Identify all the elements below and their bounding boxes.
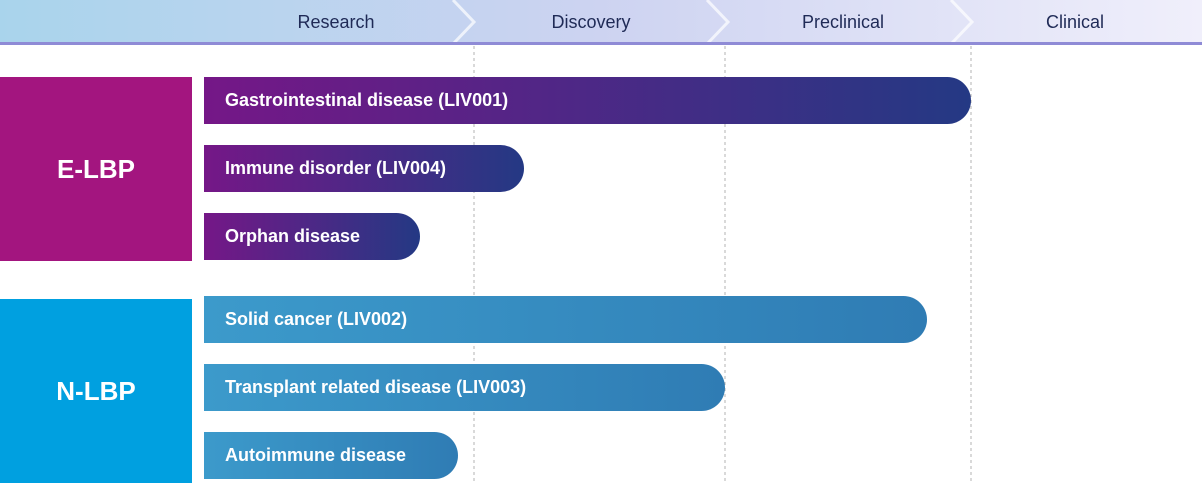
program-bar-liv001: Gastrointestinal disease (LIV001) (204, 77, 971, 124)
stage-header-arrows (0, 0, 1202, 46)
program-bar-autoimmune-disease: Autoimmune disease (204, 432, 458, 479)
program-label: Orphan disease (225, 226, 361, 246)
program-label: Transplant related disease (LIV003) (225, 377, 527, 397)
program-label: Solid cancer (LIV002) (225, 309, 408, 329)
stage-header: Research Discovery Preclinical Clinical (0, 0, 1202, 46)
stage-label-research: Research (297, 12, 375, 32)
program-label: Immune disorder (LIV004) (225, 158, 447, 178)
category-n-lbp: N-LBP (0, 299, 192, 483)
program-bar-liv002: Solid cancer (LIV002) (204, 296, 927, 343)
program-bar-orphan-disease: Orphan disease (204, 213, 420, 260)
program-label: Autoimmune disease (225, 445, 407, 465)
stage-label-preclinical: Preclinical (801, 12, 885, 32)
program-bar-liv004: Immune disorder (LIV004) (204, 145, 525, 192)
stage-label-clinical: Clinical (1045, 12, 1105, 32)
program-bar-liv003: Transplant related disease (LIV003) (204, 364, 725, 411)
program-label: Gastrointestinal disease (LIV001) (225, 90, 509, 110)
stage-label-discovery: Discovery (551, 12, 631, 32)
category-e-lbp: E-LBP (0, 77, 192, 261)
